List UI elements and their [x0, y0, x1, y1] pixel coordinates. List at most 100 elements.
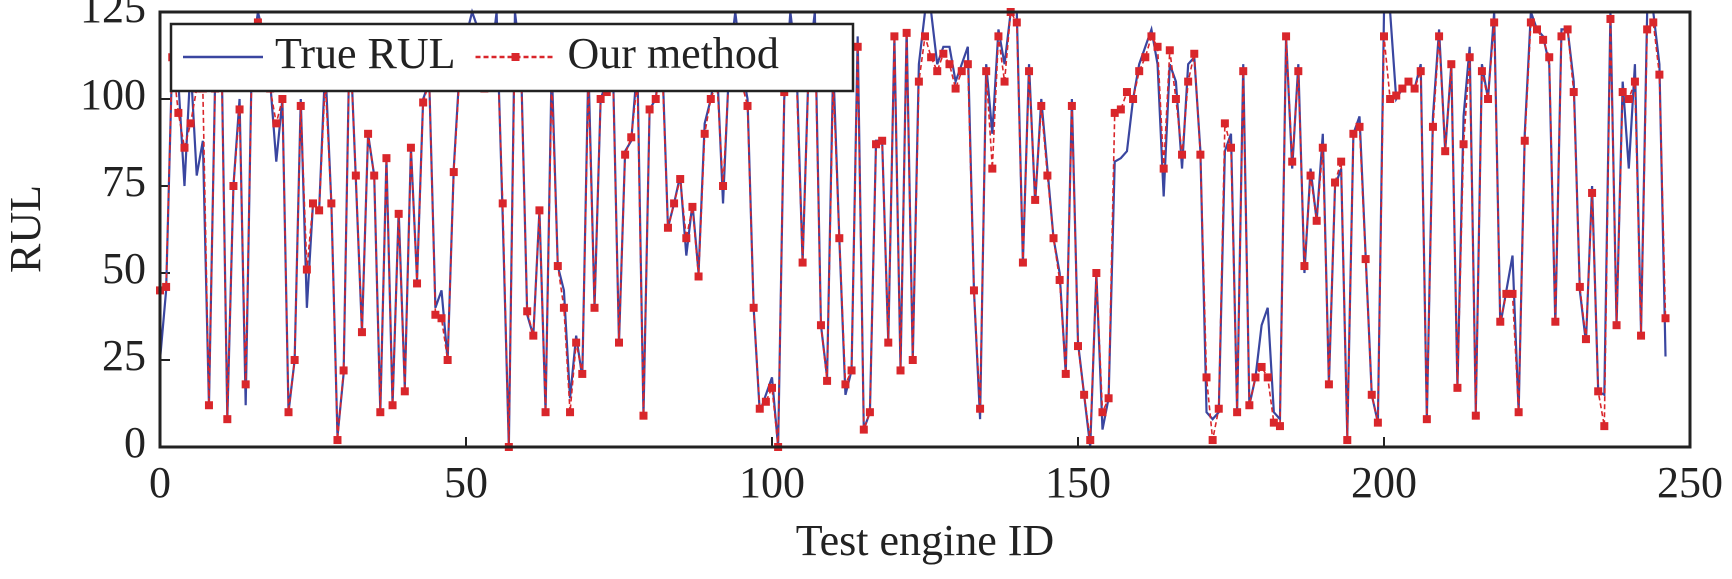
marker — [859, 425, 868, 434]
marker — [327, 199, 336, 208]
marker — [1282, 32, 1291, 41]
marker — [1196, 150, 1205, 159]
marker — [1422, 415, 1431, 424]
marker — [1392, 91, 1401, 100]
marker — [180, 143, 189, 152]
marker — [1502, 289, 1511, 298]
plot-frame — [158, 10, 1692, 449]
marker — [994, 32, 1003, 41]
marker — [1661, 314, 1670, 323]
marker — [370, 171, 379, 180]
marker — [333, 436, 342, 445]
marker — [884, 338, 893, 347]
marker — [578, 369, 587, 378]
marker — [1227, 143, 1235, 152]
marker — [296, 101, 305, 110]
marker — [523, 307, 532, 316]
marker — [694, 272, 703, 281]
marker — [1343, 436, 1352, 445]
legend: True RUL Our method — [169, 22, 855, 93]
marker — [1575, 282, 1584, 291]
marker — [1141, 53, 1150, 62]
marker — [1447, 60, 1456, 69]
legend-label: True RUL — [275, 29, 456, 78]
marker — [1000, 77, 1009, 86]
marker — [902, 28, 911, 37]
marker — [841, 380, 850, 389]
legend-marker — [511, 53, 520, 61]
marker — [1594, 387, 1603, 396]
marker — [1600, 422, 1609, 431]
marker — [1257, 362, 1266, 371]
marker — [1477, 67, 1486, 76]
marker — [1245, 401, 1254, 410]
marker — [1055, 275, 1064, 284]
marker — [1294, 67, 1303, 76]
marker — [719, 182, 728, 190]
x-tick-label: 0 — [149, 458, 171, 507]
marker — [1037, 101, 1046, 110]
marker — [284, 408, 293, 417]
marker — [1569, 88, 1578, 97]
marker — [749, 303, 758, 312]
marker — [957, 67, 966, 76]
marker — [253, 18, 262, 27]
marker — [798, 258, 807, 267]
marker — [945, 60, 954, 69]
marker — [1074, 342, 1082, 351]
marker — [1275, 422, 1284, 431]
marker — [1331, 178, 1340, 187]
marker — [1484, 95, 1493, 103]
x-tick-label: 250 — [1657, 458, 1723, 507]
marker — [309, 199, 317, 208]
marker — [315, 206, 324, 215]
marker — [1135, 67, 1144, 76]
marker — [700, 129, 709, 138]
marker — [921, 32, 929, 41]
marker — [1147, 32, 1156, 41]
marker — [969, 286, 978, 295]
marker — [890, 32, 899, 41]
marker — [878, 136, 887, 145]
marker — [1398, 84, 1407, 93]
marker — [1122, 88, 1131, 97]
marker — [1618, 88, 1627, 97]
marker — [229, 182, 238, 190]
marker — [235, 105, 244, 114]
marker — [1153, 42, 1162, 51]
marker — [1202, 373, 1211, 382]
marker — [853, 42, 862, 51]
marker — [963, 60, 972, 69]
marker — [1318, 143, 1327, 152]
y-axis-label: RUL — [1, 185, 50, 273]
x-tick-label: 200 — [1351, 458, 1417, 507]
marker — [1526, 18, 1535, 27]
marker — [951, 84, 960, 93]
legend-label: Our method — [568, 29, 779, 78]
marker — [596, 95, 605, 103]
marker — [682, 234, 691, 243]
marker — [1220, 119, 1229, 128]
marker — [162, 282, 171, 291]
marker — [1416, 67, 1425, 76]
marker — [1165, 46, 1174, 55]
marker — [1380, 32, 1388, 41]
marker — [688, 202, 697, 211]
marker — [670, 199, 679, 208]
marker — [1563, 25, 1572, 34]
marker — [1214, 404, 1223, 413]
marker — [865, 408, 874, 417]
marker — [388, 401, 397, 410]
marker — [1043, 171, 1052, 180]
marker — [1514, 408, 1523, 417]
marker — [1490, 18, 1499, 27]
marker — [535, 206, 544, 215]
marker — [1159, 164, 1168, 173]
marker — [621, 150, 630, 159]
marker — [590, 303, 599, 312]
marker — [615, 338, 623, 347]
marker — [627, 133, 636, 142]
marker — [541, 408, 550, 417]
marker — [357, 328, 366, 337]
